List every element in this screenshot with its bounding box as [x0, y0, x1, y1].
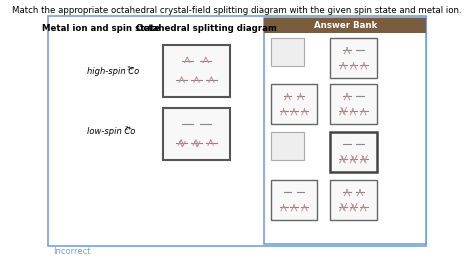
FancyBboxPatch shape: [164, 45, 229, 97]
FancyBboxPatch shape: [330, 84, 377, 124]
FancyBboxPatch shape: [330, 38, 377, 78]
Text: Metal ion and spin state: Metal ion and spin state: [42, 24, 160, 33]
FancyBboxPatch shape: [330, 180, 377, 220]
FancyBboxPatch shape: [164, 108, 229, 160]
FancyBboxPatch shape: [48, 16, 426, 246]
Text: Match the appropriate octahedral crystal-field splitting diagram with the given : Match the appropriate octahedral crystal…: [12, 6, 462, 15]
FancyBboxPatch shape: [264, 18, 426, 244]
Text: Octahedral splitting diagram: Octahedral splitting diagram: [136, 24, 277, 33]
Text: 3+: 3+: [126, 67, 135, 72]
Text: 2+: 2+: [125, 127, 133, 132]
FancyBboxPatch shape: [330, 132, 377, 172]
FancyBboxPatch shape: [271, 132, 304, 160]
Text: Incorrect: Incorrect: [53, 247, 90, 257]
FancyBboxPatch shape: [264, 18, 426, 33]
FancyBboxPatch shape: [271, 180, 317, 220]
Text: Answer Bank: Answer Bank: [314, 21, 377, 30]
FancyBboxPatch shape: [271, 84, 317, 124]
Text: low-spin Co: low-spin Co: [87, 128, 135, 137]
FancyBboxPatch shape: [271, 38, 304, 66]
Text: high-spin Co: high-spin Co: [87, 68, 139, 76]
